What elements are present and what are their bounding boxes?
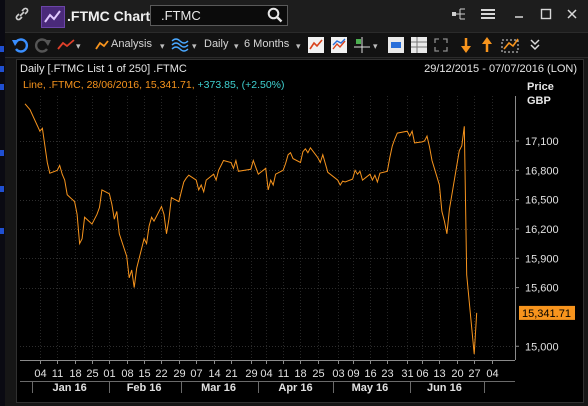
maximize-icon[interactable]: [535, 6, 557, 26]
zoom-chart-icon[interactable]: [501, 36, 521, 54]
range-chevron-icon[interactable]: ▾: [296, 41, 301, 51]
more-chevron-icon[interactable]: [529, 38, 541, 52]
arrow-down-icon[interactable]: [459, 36, 473, 54]
legend-series-text: Line, .FTMC, 28/06/2016, 15,341.71,: [23, 79, 195, 91]
x-tick-label: 15: [138, 368, 150, 380]
x-tick-label: 16: [364, 368, 376, 380]
month-label: Feb 16: [127, 382, 162, 394]
symbol-search-input[interactable]: [151, 6, 271, 25]
legend-change-text: +373.85, (+2.50%): [197, 79, 285, 91]
x-tick-label: 22: [155, 368, 167, 380]
y-axis-title: Price: [527, 81, 554, 93]
title-bar: .FTMC Chart: [5, 0, 588, 33]
data-box-icon[interactable]: [387, 36, 405, 54]
interval-chevron-icon[interactable]: ▾: [234, 41, 239, 51]
x-tick-label: 21: [225, 368, 237, 380]
x-tick-label: 11: [52, 368, 63, 380]
analysis-menu[interactable]: Analysis: [111, 38, 152, 50]
series-legend: Line, .FTMC, 28/06/2016, 15,341.71, +373…: [23, 79, 285, 91]
left-edge-strip: [0, 0, 5, 406]
close-icon[interactable]: [561, 6, 583, 26]
x-tick-label: 20: [451, 368, 463, 380]
x-tick-label: 06: [416, 368, 428, 380]
interval-select[interactable]: Daily: [204, 38, 229, 50]
y-tick-label: 17,100: [525, 136, 559, 148]
current-price-marker: [519, 305, 575, 320]
x-tick-label: 27: [468, 368, 480, 380]
x-tick-label: 04: [260, 368, 272, 380]
tree-structure-icon[interactable]: [448, 6, 470, 26]
x-tick-label: 03: [332, 368, 344, 380]
redo-icon[interactable]: [34, 36, 52, 54]
chart-type-dropdown-chevron-icon[interactable]: ▾: [76, 41, 81, 51]
x-tick-label: 18: [69, 368, 81, 380]
app-chart-icon: [41, 6, 65, 28]
x-tick-label: 31: [401, 368, 413, 380]
window-title: .FTMC Chart: [67, 8, 151, 24]
table-icon[interactable]: [410, 36, 428, 54]
crosshair-icon[interactable]: [353, 36, 371, 54]
symbol-search-box[interactable]: [150, 5, 288, 26]
x-tick-label: 08: [121, 368, 133, 380]
fit-screen-icon[interactable]: [433, 37, 449, 53]
x-tick-label: 11: [278, 368, 289, 380]
analysis-icon: [95, 40, 109, 50]
search-icon[interactable]: [267, 7, 283, 23]
x-tick-label: 04: [34, 368, 46, 380]
x-tick-label: 14: [208, 368, 220, 380]
y-tick-label: 15,600: [525, 283, 559, 295]
y-tick-label: 16,800: [525, 165, 559, 177]
month-label: Jan 16: [53, 382, 87, 394]
month-label: Apr 16: [278, 382, 312, 394]
x-tick-label: 07: [190, 368, 202, 380]
studies-chevron-icon[interactable]: ▾: [192, 41, 197, 51]
x-tick-label: 01: [103, 368, 115, 380]
y-axis-unit: GBP: [527, 95, 551, 107]
line-chart-type-icon[interactable]: [57, 38, 75, 52]
x-tick-label: 23: [381, 368, 393, 380]
analysis-chevron-icon[interactable]: ▾: [160, 41, 165, 51]
x-tick-label: 13: [433, 368, 445, 380]
chart-window: .FTMC Chart ▾ Analysis ▾ ▾ Daily ▾: [5, 0, 588, 406]
current-price-label: 15,341.71: [522, 308, 571, 320]
x-tick-label: 04: [486, 368, 498, 380]
month-label: May 16: [352, 382, 389, 394]
compare-chart-icon[interactable]: [330, 36, 348, 54]
x-tick-label: 29: [173, 368, 185, 380]
y-tick-label: 16,500: [525, 195, 559, 207]
menu-icon[interactable]: [477, 6, 499, 26]
range-select[interactable]: 6 Months: [244, 38, 290, 50]
x-tick-label: 09: [347, 368, 359, 380]
arrow-up-icon[interactable]: [480, 36, 494, 54]
x-tick-label: 25: [312, 368, 324, 380]
month-label: Jun 16: [427, 382, 462, 394]
y-tick-label: 15,900: [525, 253, 559, 265]
y-tick-label: 15,000: [525, 341, 559, 353]
chart-toolbar: ▾ Analysis ▾ ▾ Daily ▾ 6 Months ▾ ▾: [5, 33, 588, 58]
x-tick-label: 18: [294, 368, 306, 380]
chart-date-range: 29/12/2015 - 07/07/2016 (LON): [424, 63, 577, 75]
month-label: Mar 16: [201, 382, 236, 394]
x-tick-label: 25: [86, 368, 98, 380]
chart-title: Daily [.FTMC List 1 of 250] .FTMC: [20, 63, 187, 75]
chart-panel: Daily [.FTMC List 1 of 250] .FTMC 29/12/…: [16, 59, 584, 403]
waves-icon[interactable]: [171, 37, 189, 53]
y-tick-label: 16,200: [525, 224, 559, 236]
link-icon[interactable]: [11, 6, 33, 26]
line-style-icon[interactable]: [307, 36, 325, 54]
price-chart[interactable]: 17,100 16,800 16,500 16,200 15,900 15,600 15,0…: [17, 60, 583, 402]
series-line: [24, 103, 478, 355]
x-tick-label: 29: [245, 368, 257, 380]
minimize-icon[interactable]: [508, 6, 530, 26]
crosshair-chevron-icon[interactable]: ▾: [373, 41, 378, 51]
undo-icon[interactable]: [11, 36, 29, 54]
